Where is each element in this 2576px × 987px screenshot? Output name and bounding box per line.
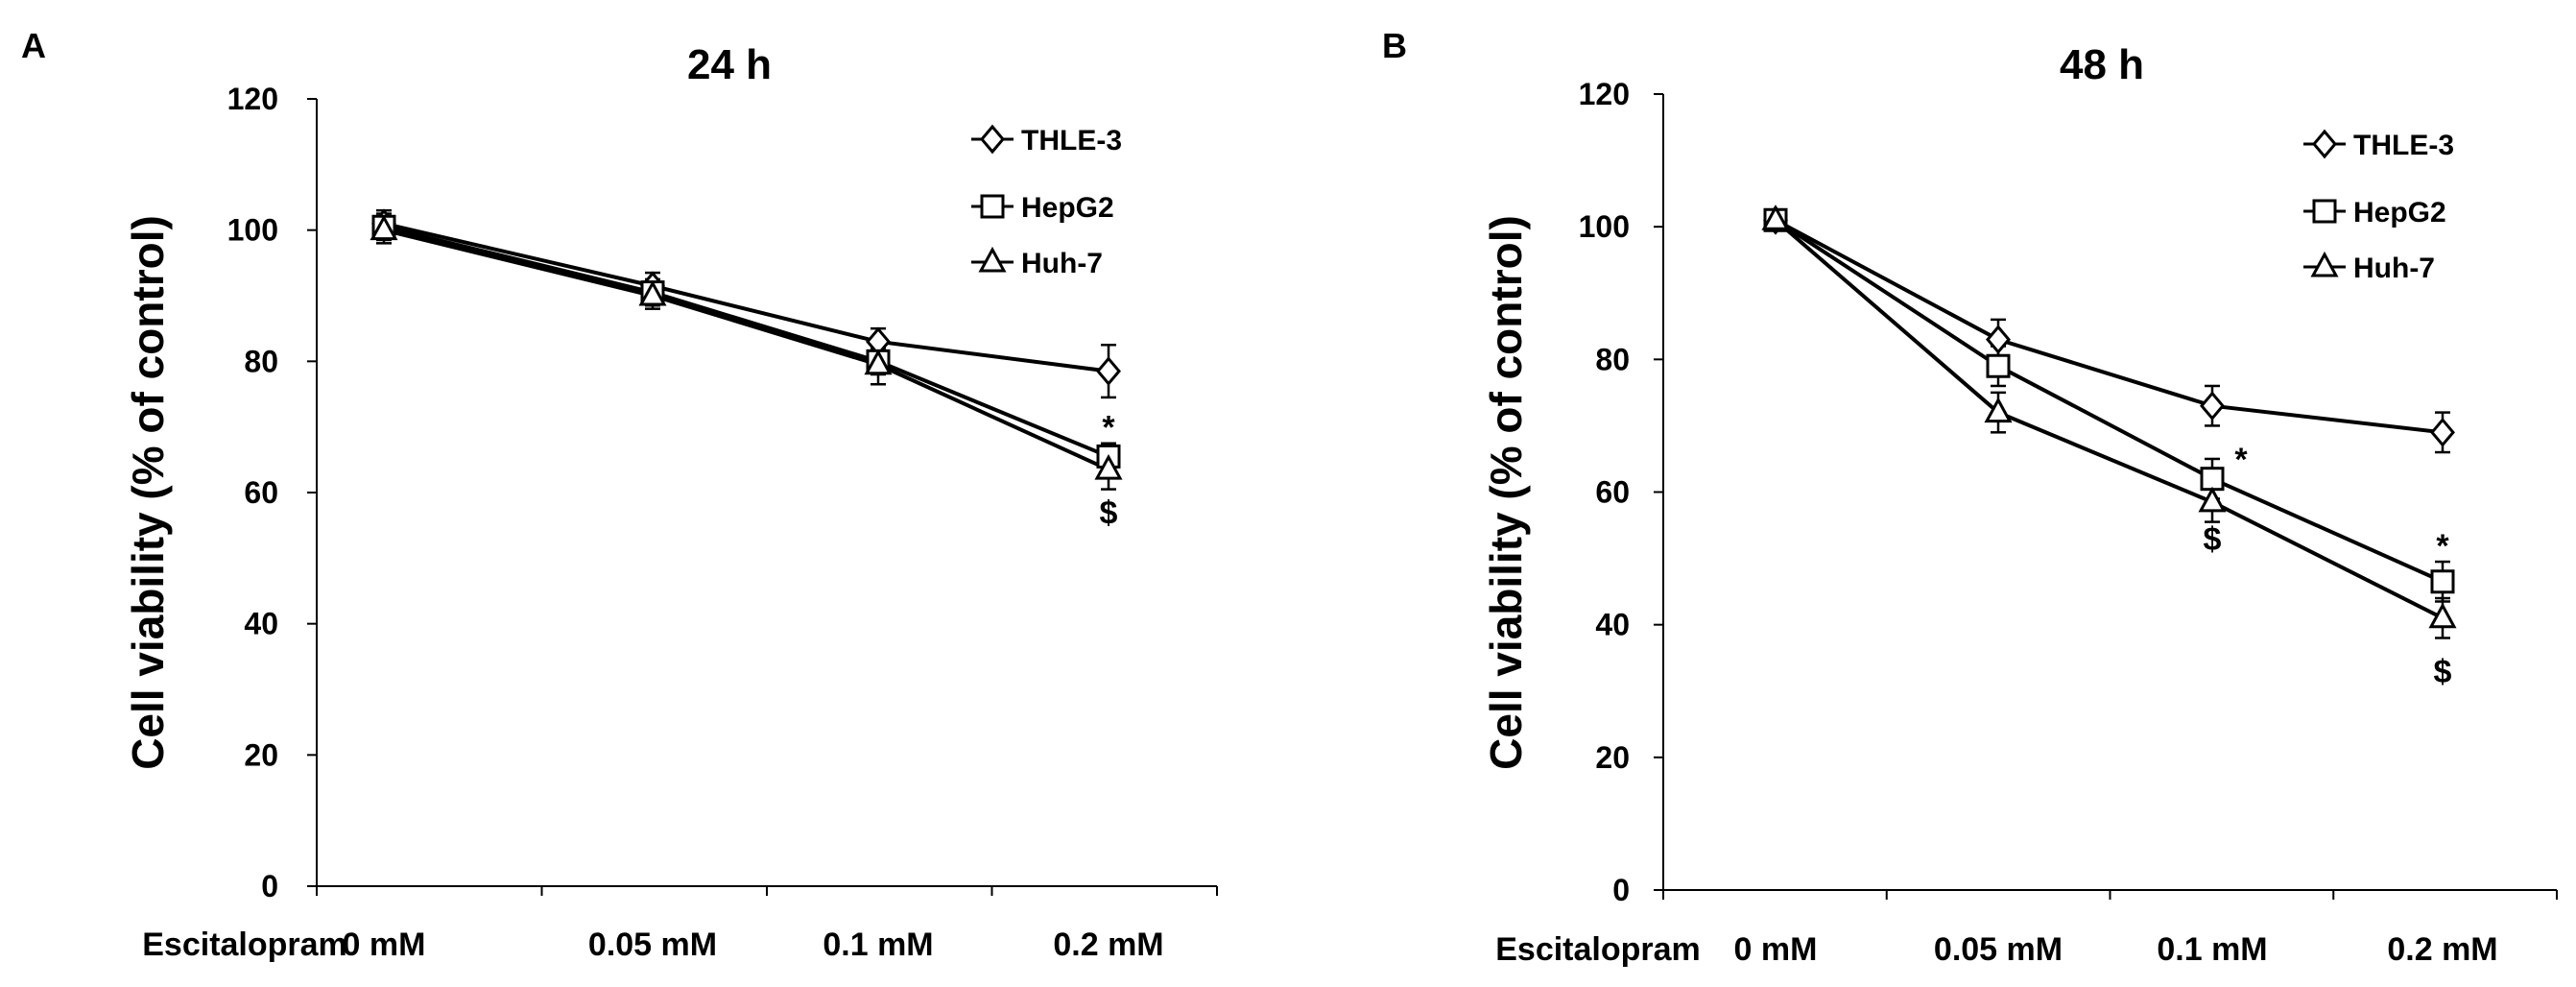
legend-marker [978,246,1007,273]
panel-a: A 24 h 0 20 40 60 80 100 120 Cell viability (% of… [21,26,1218,963]
x-axis-label: Escitalopram [142,927,347,963]
series-line [383,225,1109,459]
series-line [383,228,1109,471]
y-tick-label: 60 [1595,475,1630,510]
legend-label: THLE-3 [2353,130,2454,161]
data-point [1984,397,2013,423]
legend-label: HepG2 [2353,197,2446,229]
y-tick-label: 40 [244,607,278,641]
legend-label: Huh-7 [2353,253,2435,284]
data-point [2428,602,2457,629]
legend-label: HepG2 [1021,192,1114,224]
y-tick-label: 80 [1595,342,1630,376]
series-line [1775,218,2444,435]
y-tick-label: 60 [244,475,278,510]
data-point [2430,418,2455,447]
data-point [638,279,667,306]
significance-marker: * [2234,442,2248,478]
significance-marker: * [1102,410,1115,446]
data-point [2200,391,2225,421]
data-point [1096,356,1121,386]
data-point [370,214,398,241]
legend-label: THLE-3 [1021,125,1122,156]
data-point [2198,486,2227,513]
series-line [1774,218,2444,620]
panel-b: B 48 h 0 20 40 60 80 100 120 Cell viability (% of… [1382,26,2558,968]
y-axis-label: Cell viability (% of control) [123,215,173,770]
data-point [1986,353,2011,378]
data-point [864,349,893,375]
series-line [383,221,1109,373]
x-tick-label: 0.2 mM [1053,927,1163,963]
series-line [1774,218,2444,584]
y-tick-label: 0 [1612,873,1630,907]
data-point [1761,205,1790,230]
legend-marker [980,194,1005,219]
x-tick-label: 0.1 mM [2157,931,2267,968]
legend-marker [2312,129,2337,159]
data-point [2430,569,2455,594]
legend-label: Huh-7 [1021,248,1103,279]
significance-marker: $ [2434,654,2452,690]
x-tick-label: 0 mM [343,927,426,963]
y-tick-label: 20 [1595,740,1630,775]
x-tick-label: 0.05 mM [1934,931,2063,968]
y-tick-label: 100 [1579,209,1630,244]
x-axis-label: Escitalopram [1495,931,1701,968]
data-point [1986,325,2011,354]
chart-title: 24 h [687,41,772,88]
data-point [1094,453,1123,480]
significance-marker: $ [2204,521,2222,558]
chart-title: 48 h [2060,41,2144,88]
x-tick-label: 0.05 mM [588,927,717,963]
significance-marker: * [2436,528,2449,565]
data-point [2200,467,2225,492]
panel-letter: B [1382,26,1407,65]
y-tick-label: 80 [244,344,278,378]
x-tick-label: 0 mM [1734,931,1818,968]
legend-marker [980,124,1005,155]
y-tick-label: 20 [244,737,278,772]
y-tick-label: 0 [261,869,278,903]
legend-marker [2312,199,2337,224]
x-tick-label: 0.1 mM [823,927,933,963]
y-tick-label: 100 [227,213,278,248]
panel-letter: A [21,26,46,65]
y-tick-label: 40 [1595,608,1630,642]
y-tick-label: 120 [227,82,278,116]
significance-marker: $ [1100,495,1118,532]
y-axis-label: Cell viability (% of control) [1481,215,1531,770]
legend-marker [2310,251,2339,277]
y-tick-label: 120 [1579,77,1630,111]
x-tick-label: 0.2 mM [2387,931,2497,968]
